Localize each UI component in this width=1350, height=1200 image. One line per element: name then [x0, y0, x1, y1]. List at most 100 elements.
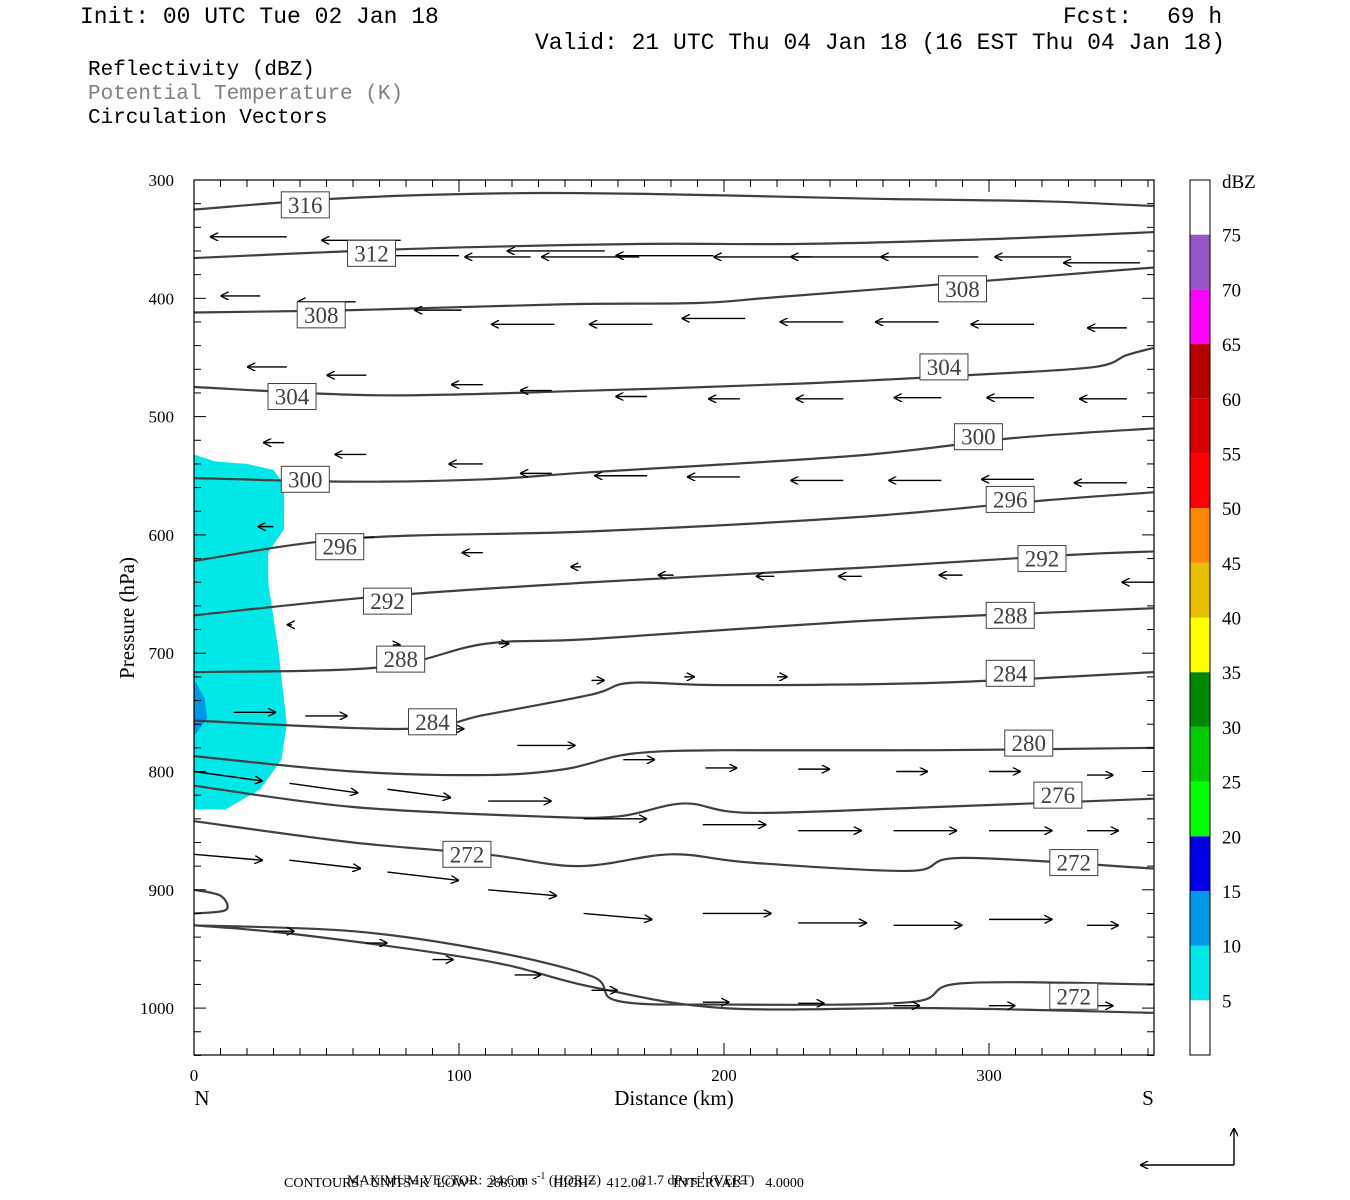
plot-frame [193, 179, 1155, 1056]
colorbar-label: 60 [1222, 390, 1241, 411]
y-axis-title: Pressure (hPa) [115, 557, 139, 679]
contour-label-box [280, 191, 330, 219]
footer-horiz-value: 24.6 m s [489, 1173, 538, 1189]
contour-label-box [1049, 849, 1099, 877]
colorbar-band [1190, 234, 1210, 290]
contour-label: 276 [1041, 783, 1076, 808]
colorbar-label: 5 [1222, 991, 1232, 1012]
contour-label-box [1004, 729, 1054, 757]
contour-label: 288 [993, 603, 1028, 628]
contour-label-box [442, 840, 492, 868]
footer-vert-value: 21.7 dPa s [639, 1173, 698, 1189]
colorbar-label: 15 [1222, 882, 1241, 903]
colorbar-label: 40 [1222, 609, 1241, 630]
theta-contour-284 [193, 671, 1154, 731]
colorbar-band [1190, 180, 1210, 235]
y-tick-label: 500 [149, 408, 175, 427]
colorbar-band [1190, 344, 1210, 399]
theta-contour-aux [193, 888, 229, 915]
valid-time: Valid: 21 UTC Thu 04 Jan 18 (16 EST Thu … [535, 30, 1226, 56]
colorbar-label: 20 [1222, 827, 1241, 848]
theta-contour-304 [193, 346, 1154, 397]
init-time: Init: 00 UTC Tue 02 Jan 18 [80, 4, 439, 30]
contour-label: 296 [993, 487, 1028, 512]
y-tick-label: 400 [149, 289, 175, 308]
x-tick-label: 300 [976, 1066, 1002, 1085]
circulation-vector [488, 889, 557, 896]
colorbar-label: 55 [1222, 444, 1241, 465]
reflectivity-area [194, 454, 287, 810]
contour-label-box [315, 533, 365, 561]
contour-label-box [1033, 781, 1083, 809]
y-tick-label: 300 [149, 171, 175, 190]
contour-label: 316 [288, 193, 323, 218]
colorbar-band [1190, 289, 1210, 345]
contour-label-box [362, 587, 412, 615]
circulation-vector [289, 782, 358, 793]
circulation-vector [193, 770, 263, 782]
footer-horiz-suffix: (HORIZ) [548, 1173, 602, 1189]
contour-label-box [376, 645, 426, 673]
theta-contour-312 [193, 230, 1154, 260]
contour-label: 272 [450, 842, 485, 867]
colorbar-label: 50 [1222, 499, 1241, 520]
contour-label: 292 [1025, 547, 1060, 572]
colorbar-label: 30 [1222, 718, 1241, 739]
north-label: N [194, 1086, 209, 1110]
colorbar-label: 70 [1222, 280, 1241, 301]
contour-label-box [985, 601, 1035, 629]
colorbar-band [1190, 945, 1210, 1001]
y-tick-label: 600 [149, 526, 175, 545]
contour-label: 308 [304, 303, 339, 328]
contour-label: 292 [370, 589, 405, 614]
x-tick-label: 100 [446, 1066, 472, 1085]
theta-contour-300 [193, 427, 1154, 483]
contour-label-box [296, 301, 346, 329]
contour-label: 304 [275, 384, 310, 409]
colorbar-label: 35 [1222, 663, 1241, 684]
theta-contour-276 [193, 784, 1154, 819]
circulation-vector [193, 853, 263, 860]
legend-reflectivity: Reflectivity (dBZ) [88, 59, 315, 82]
contour-label: 272 [1057, 851, 1092, 876]
footer-vert-exponent: -1 [697, 1171, 706, 1182]
contour-label-box [1049, 982, 1099, 1010]
colorbar-frame [1189, 179, 1211, 1056]
contour-label-box [919, 353, 969, 381]
circulation-vector [387, 871, 459, 880]
colorbar-band [1190, 453, 1210, 509]
x-tick-label: 0 [190, 1066, 199, 1085]
circulation-vector [583, 912, 653, 919]
colorbar-band [1190, 508, 1210, 563]
contour-label: 284 [415, 710, 450, 735]
contour-label-box [953, 423, 1003, 451]
contour-label: 296 [323, 535, 358, 560]
colorbar-band [1190, 1000, 1210, 1055]
contour-label-box [347, 239, 397, 267]
footer-max-vector-prefix: MAXIMUM VECTOR: [347, 1173, 483, 1189]
contour-label-box [408, 708, 457, 736]
contour-label: 300 [961, 425, 996, 450]
legend-circulation-vectors: Circulation Vectors [88, 107, 328, 130]
colorbar-label: 10 [1222, 937, 1241, 958]
colorbar-band [1190, 726, 1210, 782]
colorbar-label: 75 [1222, 226, 1241, 247]
x-tick-label: 200 [711, 1066, 737, 1085]
theta-contour-316 [193, 191, 1154, 211]
theta-contour-308 [193, 266, 1154, 314]
colorbar-label: 25 [1222, 773, 1241, 794]
footer-max-vector: MAXIMUM VECTOR: 24.6 m s -1 (HORIZ) 21.7 … [340, 1158, 754, 1189]
contour-label: 284 [993, 661, 1028, 686]
y-tick-label: 900 [149, 881, 175, 900]
contour-label: 288 [383, 647, 418, 672]
theta-contour-aux [193, 924, 1154, 1014]
circulation-vector [387, 788, 451, 797]
contour-label: 300 [288, 467, 323, 492]
colorbar-band [1190, 781, 1210, 837]
contour-label-box [985, 485, 1035, 513]
theta-contour-280 [193, 746, 1154, 777]
colorbar-unit: dBZ [1222, 172, 1256, 193]
theta-contour-272 [193, 924, 1154, 1006]
y-tick-label: 1000 [140, 999, 174, 1018]
legend-potential-temperature: Potential Temperature (K) [88, 83, 404, 106]
